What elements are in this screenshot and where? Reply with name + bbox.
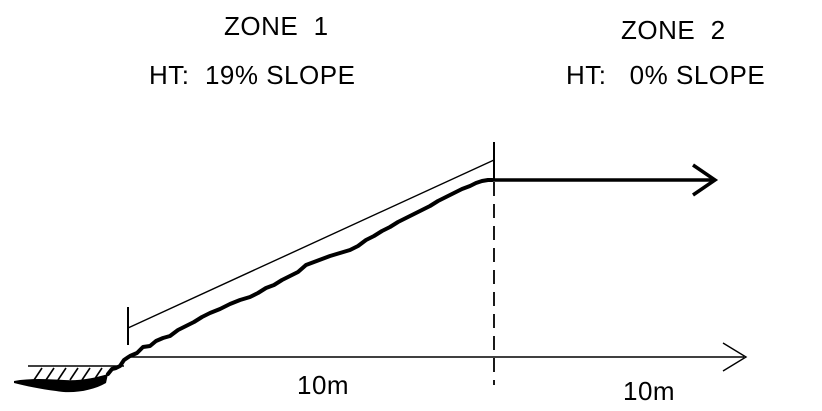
flat-arrow-icon <box>692 163 719 197</box>
ground-mound <box>14 374 108 393</box>
zone-1-title: ZONE 1 <box>224 11 329 41</box>
distance-arrow-icon <box>722 342 748 372</box>
zone-1-slope-label: HT: 19% SLOPE <box>149 60 356 90</box>
zone-2-slope-label: HT: 0% SLOPE <box>566 60 766 90</box>
zone-2-title: ZONE 2 <box>621 15 726 45</box>
terrain-profile <box>106 178 494 376</box>
zone-2-distance-label: 10m <box>623 376 676 406</box>
zone-1-distance-label: 10m <box>297 370 350 400</box>
height-measure-line <box>127 159 495 329</box>
